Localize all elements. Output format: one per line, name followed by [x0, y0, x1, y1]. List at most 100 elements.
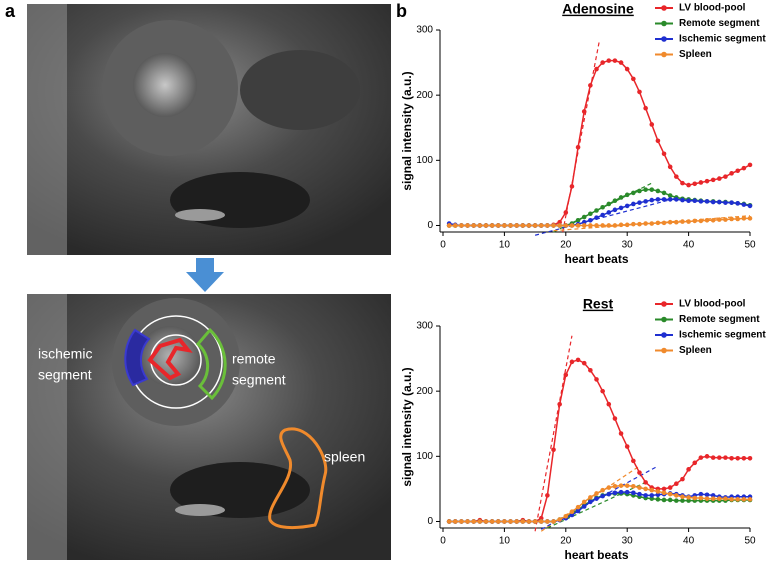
- legend-marker: [661, 20, 667, 27]
- data-point: [735, 216, 741, 222]
- data-point: [655, 138, 661, 144]
- data-point: [514, 519, 519, 524]
- data-point: [575, 144, 581, 150]
- data-point: [686, 182, 691, 188]
- data-point: [600, 204, 605, 210]
- data-point: [661, 151, 667, 157]
- legend-label: LV blood-pool: [679, 299, 746, 310]
- data-point: [606, 201, 612, 207]
- data-point: [551, 447, 556, 453]
- mri-image-top: [27, 4, 391, 255]
- data-point: [581, 219, 587, 225]
- data-point: [637, 491, 642, 497]
- data-point: [545, 519, 550, 524]
- chart-title: Adenosine: [562, 1, 634, 17]
- data-point: [545, 223, 550, 228]
- data-point: [704, 178, 710, 184]
- data-point: [575, 508, 581, 514]
- x-tick-label: 30: [622, 240, 634, 251]
- fit-line: [562, 39, 601, 233]
- data-point: [698, 491, 704, 497]
- panel-label: a: [5, 1, 16, 21]
- y-tick-label: 100: [416, 451, 433, 462]
- data-point: [667, 219, 673, 225]
- data-point: [588, 223, 593, 228]
- data-point: [624, 444, 630, 449]
- data-point: [717, 199, 722, 205]
- data-point: [600, 487, 605, 493]
- data-point: [624, 192, 630, 198]
- data-point: [588, 368, 593, 373]
- mri-image-bottom: [27, 294, 391, 560]
- data-point: [594, 496, 599, 501]
- x-tick-label: 20: [560, 240, 572, 251]
- data-point: [631, 76, 636, 82]
- data-point: [569, 184, 575, 189]
- series-line: [448, 198, 751, 227]
- data-point: [723, 496, 728, 501]
- legend-marker: [661, 51, 667, 58]
- x-tick-label: 0: [440, 536, 446, 547]
- data-point: [735, 201, 741, 206]
- x-tick-label: 30: [622, 536, 634, 547]
- legend-marker: [661, 36, 667, 42]
- data-point: [674, 493, 679, 498]
- y-tick-label: 100: [416, 155, 433, 166]
- data-point: [563, 223, 569, 228]
- data-point: [581, 214, 587, 220]
- data-point: [741, 165, 747, 171]
- data-point: [643, 221, 648, 226]
- data-point: [698, 455, 704, 460]
- data-point: [606, 485, 612, 490]
- data-point: [680, 219, 685, 224]
- data-point: [747, 455, 753, 461]
- y-tick-label: 0: [427, 516, 433, 527]
- image-label: spleen: [324, 449, 365, 465]
- data-point: [631, 458, 636, 464]
- data-point: [588, 499, 593, 505]
- y-tick-label: 300: [416, 25, 433, 36]
- data-point: [483, 223, 489, 228]
- data-point: [569, 512, 575, 518]
- data-point: [643, 187, 648, 192]
- data-point: [704, 199, 710, 204]
- data-point: [649, 221, 655, 226]
- data-point: [563, 372, 569, 378]
- data-point: [637, 221, 642, 227]
- data-point: [747, 216, 753, 221]
- data-point: [692, 218, 698, 224]
- data-point: [581, 109, 587, 114]
- x-tick-label: 10: [499, 240, 511, 251]
- data-point: [477, 519, 483, 524]
- x-tick-label: 20: [560, 536, 572, 547]
- data-point: [667, 193, 673, 198]
- data-point: [674, 481, 679, 486]
- fit-line: [547, 481, 646, 529]
- data-point: [698, 199, 704, 204]
- data-point: [477, 223, 483, 228]
- data-point: [483, 519, 489, 524]
- data-point: [588, 211, 593, 217]
- data-point: [624, 483, 630, 488]
- data-point: [649, 187, 655, 192]
- data-point: [600, 60, 605, 65]
- data-point: [680, 494, 685, 500]
- data-point: [741, 216, 747, 221]
- data-point: [704, 496, 710, 501]
- x-axis-label: heart beats: [564, 548, 628, 562]
- data-point: [606, 223, 612, 228]
- data-point: [618, 195, 624, 200]
- series-line: [449, 217, 750, 227]
- data-point: [674, 498, 679, 503]
- data-point: [532, 519, 538, 524]
- data-point: [692, 181, 698, 187]
- data-point: [508, 519, 513, 524]
- data-point: [729, 455, 734, 461]
- legend-marker: [661, 301, 667, 307]
- data-point: [612, 483, 618, 489]
- data-point: [618, 489, 624, 495]
- data-point: [674, 174, 679, 179]
- chart-title: Rest: [583, 296, 614, 312]
- data-point: [741, 202, 747, 207]
